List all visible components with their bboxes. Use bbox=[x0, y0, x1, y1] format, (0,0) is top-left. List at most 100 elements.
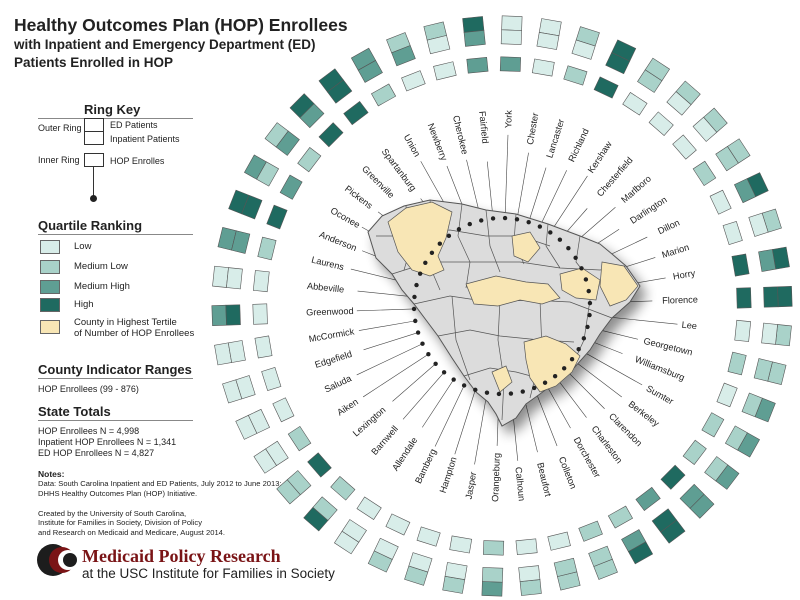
quartile-swatch-3 bbox=[40, 280, 60, 294]
inner-ring-richland bbox=[593, 76, 619, 99]
inpatient-box-colleton bbox=[588, 545, 613, 567]
county-ring-boxes bbox=[211, 15, 793, 597]
centroid-abbeville bbox=[412, 294, 417, 300]
state-totals-rule bbox=[38, 420, 193, 421]
centroid-marlboro bbox=[566, 246, 571, 251]
hop-box-georgetown bbox=[727, 351, 747, 376]
inpatient-box-lee bbox=[761, 322, 778, 345]
indicator-rule bbox=[38, 378, 193, 379]
outer-ring-box-bottom bbox=[84, 131, 104, 145]
ed-box-florence bbox=[777, 286, 793, 308]
inpatient-box-newberry bbox=[391, 45, 416, 67]
inpatient-box-abbeville bbox=[226, 267, 243, 290]
inpatient-box-barnwell bbox=[312, 496, 338, 521]
ed-box-abbeville bbox=[212, 265, 229, 288]
inpatient-box-marlboro bbox=[692, 116, 718, 142]
inpatient-box-charleston bbox=[651, 508, 677, 533]
inner-ring-horry bbox=[731, 253, 750, 277]
hop-box-chesterfield bbox=[648, 111, 674, 136]
quartile-label-3: Medium High bbox=[74, 281, 130, 292]
centroid-lancaster bbox=[526, 219, 531, 225]
county-label-marlboro: Marlboro bbox=[619, 174, 653, 205]
inner-ring-barnwell bbox=[330, 476, 356, 501]
inpatient-box-spartanburg bbox=[327, 79, 353, 104]
state-map bbox=[367, 199, 641, 427]
centroid-horry bbox=[586, 288, 591, 294]
outer-ring-darlington bbox=[715, 138, 751, 172]
inpatient-box-edgefield bbox=[235, 375, 256, 400]
key-leader-dot bbox=[90, 195, 97, 202]
inpatient-box-saluda bbox=[247, 408, 270, 434]
outer-ring-pickens bbox=[264, 122, 300, 156]
outer-ring-saluda bbox=[235, 408, 270, 440]
inner-ring-greenwood bbox=[252, 303, 268, 325]
quartile-label-5: County in Highest Tertile of Number of H… bbox=[74, 317, 195, 339]
logo-line-2: at the USC Institute for Families in Soc… bbox=[82, 566, 335, 581]
centroid-pickens bbox=[429, 250, 435, 255]
leader-bamberg bbox=[434, 385, 465, 447]
county-label-union: Union bbox=[402, 133, 422, 159]
inner-ring-lancaster bbox=[563, 65, 588, 86]
centroid-richland bbox=[537, 224, 543, 229]
inner-ring-williamsburg bbox=[716, 382, 738, 408]
title-line-2: with Inpatient and Emergency Department … bbox=[14, 37, 316, 52]
inpatient-box-berkeley bbox=[704, 456, 729, 482]
notes-heading: Notes: bbox=[38, 469, 65, 479]
leader-edgefield bbox=[363, 332, 419, 351]
county-label-florence: Florence bbox=[662, 294, 698, 305]
hop-box-fairfield bbox=[466, 56, 489, 74]
hop-box-dillon bbox=[709, 189, 732, 215]
outer-ring-union bbox=[350, 47, 383, 83]
inpatient-box-darlington bbox=[715, 146, 739, 172]
outer-ring-lee bbox=[761, 322, 792, 347]
inpatient-box-georgetown bbox=[753, 358, 773, 382]
hop-box-beaufort bbox=[547, 531, 571, 551]
centroid-florence bbox=[587, 300, 593, 306]
inner-ring-berkeley bbox=[682, 439, 707, 465]
leader-lines bbox=[350, 134, 678, 465]
hop-box-oconee bbox=[279, 174, 303, 200]
inner-ring-jasper bbox=[449, 535, 473, 554]
outer-ring-lexington bbox=[276, 470, 312, 505]
inner-ring-calhoun bbox=[515, 538, 538, 556]
inner-ring-chesterfield bbox=[648, 111, 674, 136]
county-label-saluda: Saluda bbox=[323, 373, 354, 395]
county-centroids bbox=[411, 215, 593, 397]
outer-ring-mccormick bbox=[214, 340, 246, 366]
inpatient-box-allendale bbox=[341, 519, 367, 543]
outer-ring-florence bbox=[763, 286, 793, 308]
inner-ring-chester bbox=[531, 58, 555, 77]
inpatient-box-hampton bbox=[408, 552, 433, 573]
inpatient-box-chester bbox=[536, 31, 560, 50]
county-label-jasper: Jasper bbox=[464, 471, 479, 500]
inpatient-box-greenville bbox=[299, 103, 325, 129]
inpatient-box-bamberg bbox=[373, 537, 399, 560]
inpatient-patients-label: Inpatient Patients bbox=[110, 134, 180, 144]
quartile-label-4: High bbox=[74, 299, 94, 310]
inpatient-box-jasper bbox=[444, 562, 468, 581]
outer-ring-horry bbox=[758, 246, 790, 272]
outer-ring-dillon bbox=[734, 172, 769, 204]
quartile-swatch-4 bbox=[40, 298, 60, 312]
inner-ring-darlington bbox=[692, 160, 717, 187]
state-totals-heading: State Totals bbox=[38, 404, 111, 419]
centroid-orangeburg bbox=[496, 391, 502, 397]
outer-ring-clarendon bbox=[679, 483, 715, 519]
inner-ring-colleton bbox=[578, 520, 603, 542]
inpatient-box-chesterfield bbox=[666, 91, 692, 116]
hop-box-york bbox=[499, 56, 521, 72]
outer-ring-spartanburg bbox=[318, 68, 353, 104]
ed-box-fairfield bbox=[462, 16, 485, 33]
leader-sumter bbox=[578, 348, 643, 386]
credit-block: Created by the University of South Carol… bbox=[38, 509, 288, 537]
inpatient-box-horry bbox=[758, 249, 777, 272]
hop-box-lee bbox=[734, 319, 752, 342]
hop-box-florence bbox=[736, 287, 752, 309]
inpatient-box-laurens bbox=[231, 230, 251, 254]
leader-kershaw bbox=[550, 175, 588, 233]
leader-chester bbox=[516, 152, 529, 220]
inner-ring-kershaw bbox=[622, 91, 648, 116]
outer-ring-laurens bbox=[217, 227, 251, 254]
hop-box-greenville bbox=[318, 122, 344, 148]
centroid-jasper bbox=[484, 390, 490, 395]
